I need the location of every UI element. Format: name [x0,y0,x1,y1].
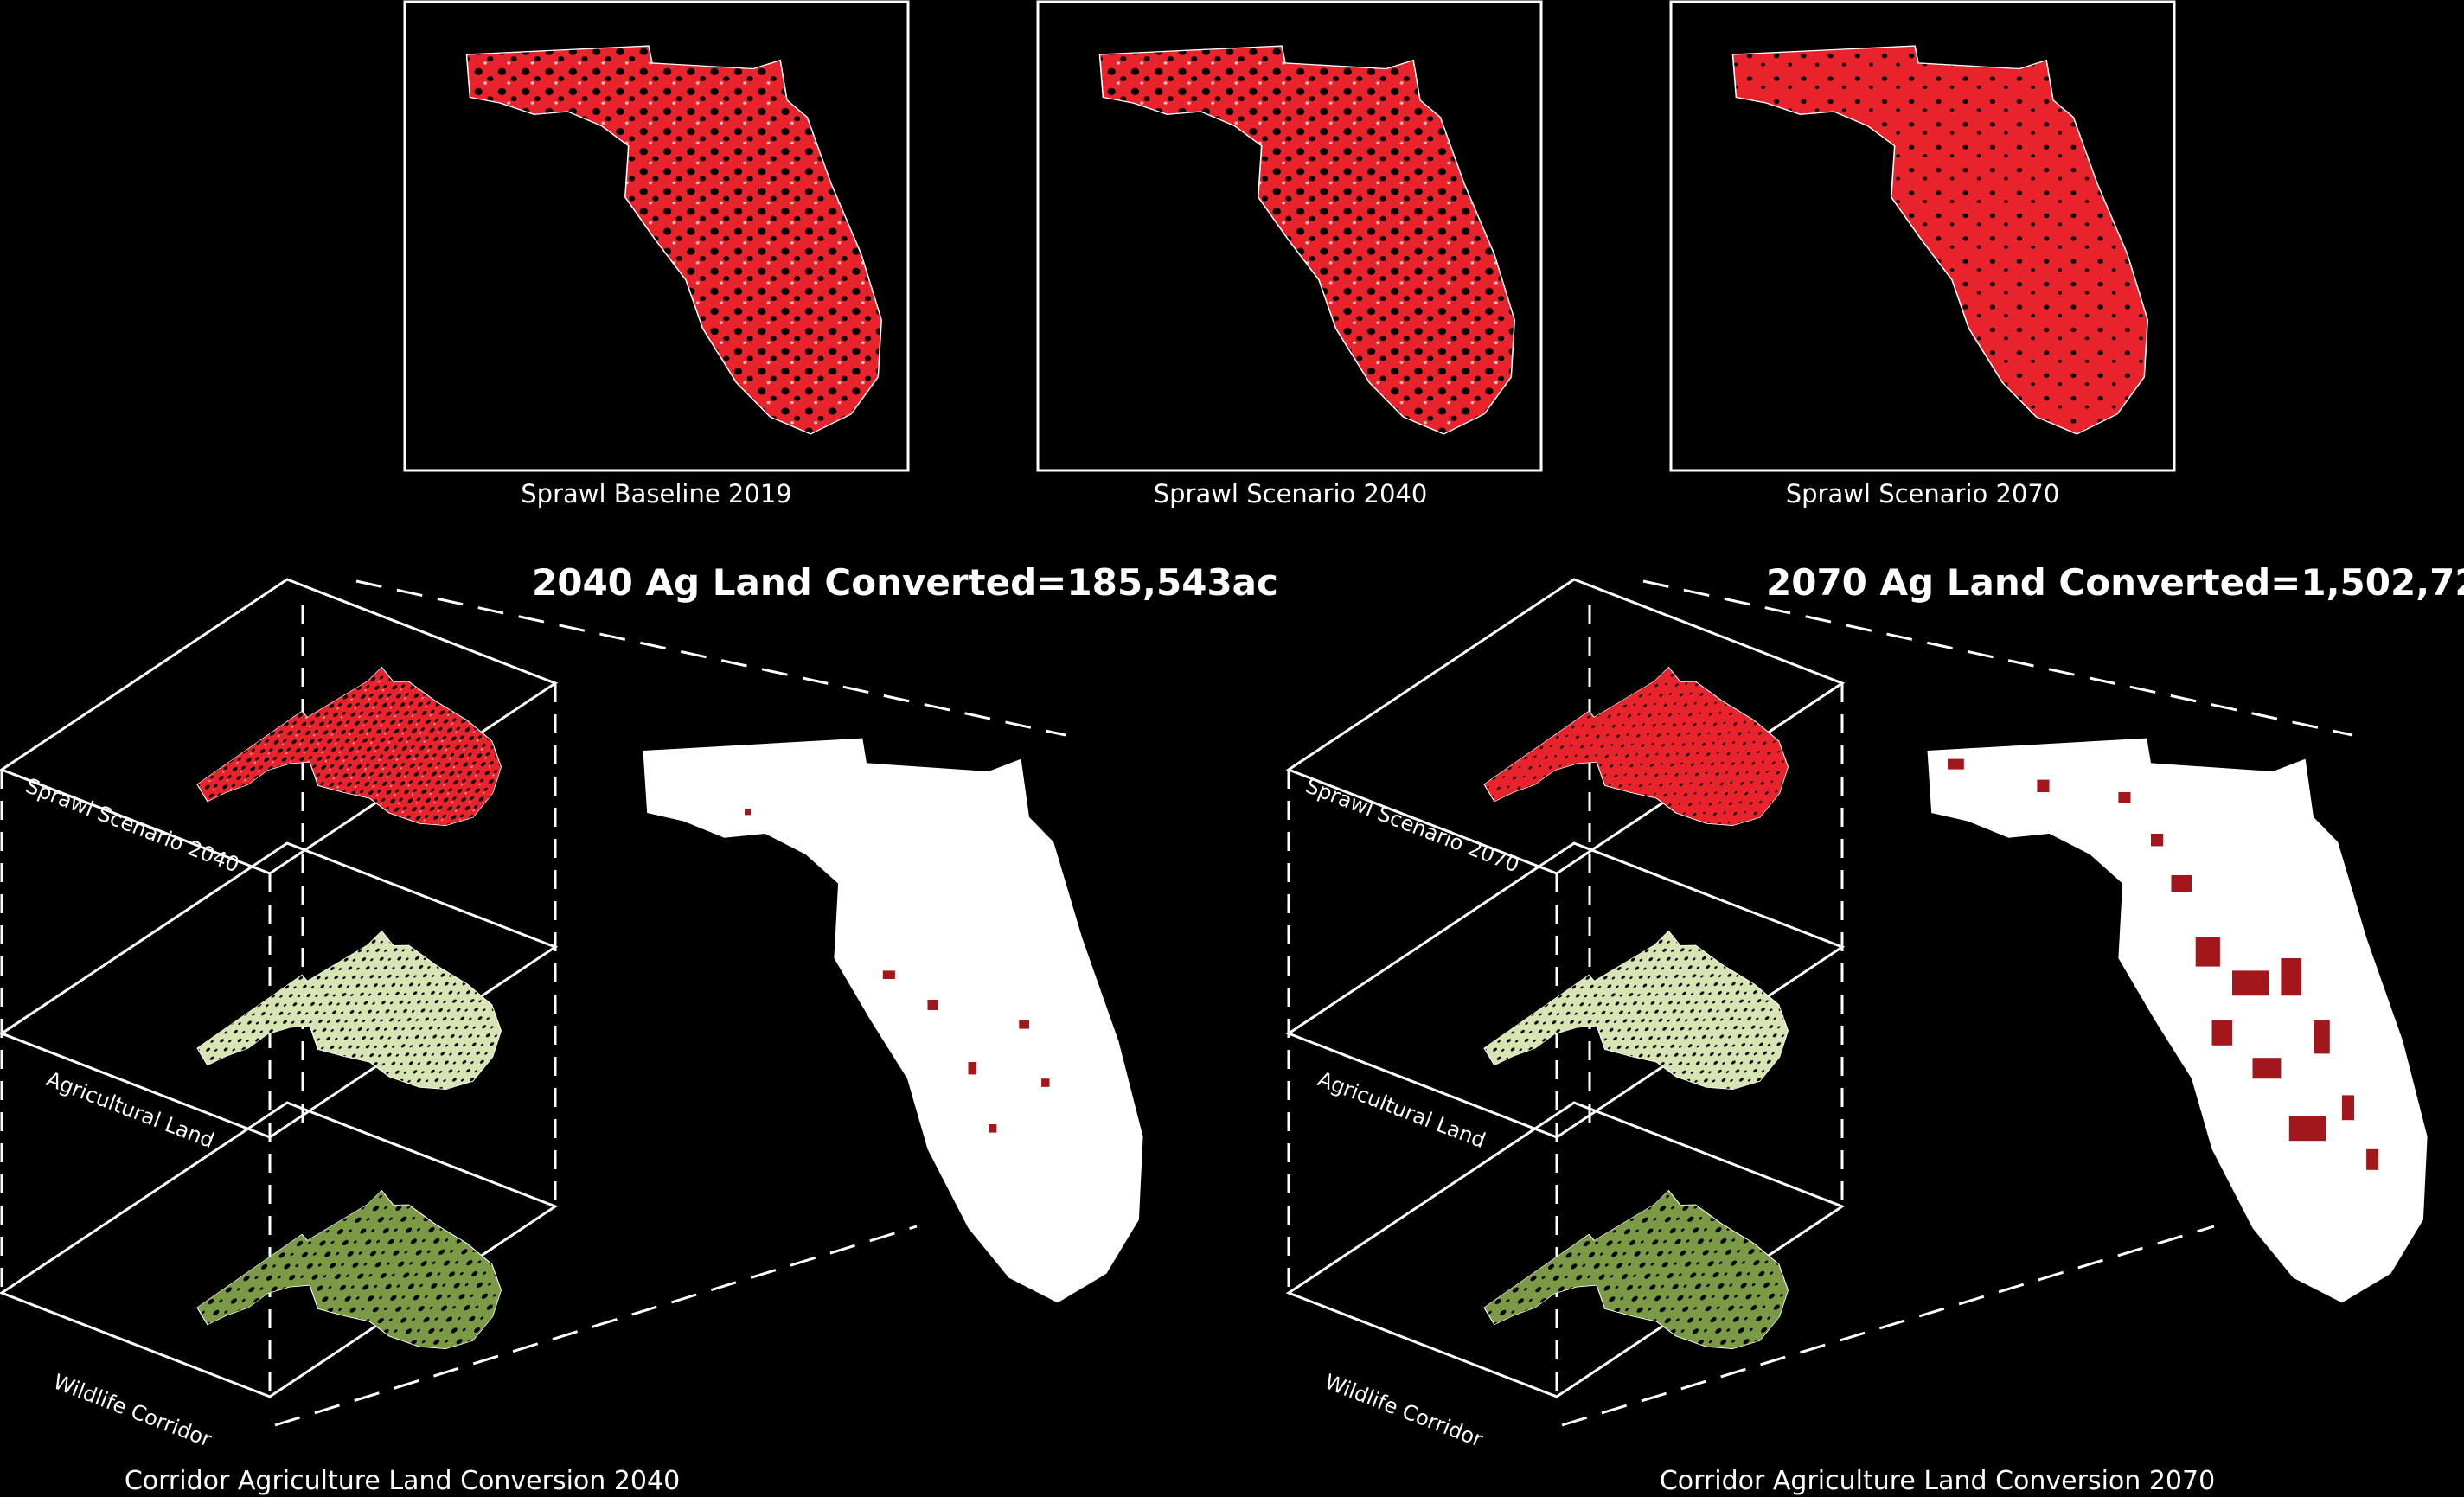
florida-sprawl-map [1731,45,2149,435]
top-map-2019: Sprawl Baseline 2019 [403,0,910,509]
layer-label: Wildlife Corridor [50,1369,214,1451]
agricultural-layer-map [195,885,515,1213]
converted-land-map [1927,738,2428,1303]
converted-land-map [643,738,1143,1303]
corridor-layer-map [1482,1144,1802,1473]
layer-stack [0,578,559,1398]
map-frame [1669,0,2176,472]
top-map-2070: Sprawl Scenario 2070 [1669,0,2176,509]
sprawl-layer-map [195,621,515,950]
layer-label: Agricultural Land [1315,1066,1489,1153]
layer-label: Wildlife Corridor [1322,1369,1486,1451]
panel-heading: 2070 Ag Land Converted=1,502,725ac [1766,561,2464,604]
map-frame [403,0,910,472]
florida-sprawl-map [1098,45,1516,435]
panel-caption: Corridor Agriculture Land Conversion 207… [1660,1466,2215,1496]
agricultural-layer-map [1482,885,1802,1213]
map-caption: Sprawl Baseline 2019 [521,479,791,509]
projection-lines [1561,579,2353,1427]
map-frame [1036,0,1543,472]
panel-heading: 2040 Ag Land Converted=185,543ac [532,561,1278,604]
map-caption: Sprawl Scenario 2040 [1154,479,1428,509]
layer-plane-corridor [1285,1101,1846,1398]
corridor-layer-map [195,1144,515,1473]
panel-2040: 2040 Ag Land Converted=185,543ac [0,561,1278,1496]
layer-plane-corridor [0,1101,559,1398]
top-map-2040: Sprawl Scenario 2040 [1036,0,1543,509]
sprawl-layer-map [1482,621,1802,950]
layer-stack [1285,578,1846,1398]
panel-caption: Corridor Agriculture Land Conversion 204… [125,1466,680,1496]
florida-sprawl-map [465,45,883,435]
converted-patches [745,809,1050,1133]
converted-patches [1948,758,2379,1170]
map-caption: Sprawl Scenario 2070 [1786,479,2060,509]
projection-lines [274,579,1066,1427]
layer-label: Agricultural Land [43,1066,218,1153]
panel-2070: 2070 Ag Land Converted=1,502,725ac Spraw… [1285,561,2464,1496]
